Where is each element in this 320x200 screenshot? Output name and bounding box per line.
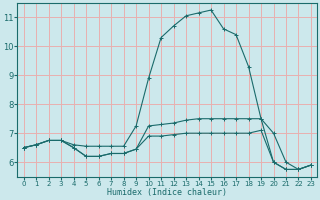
X-axis label: Humidex (Indice chaleur): Humidex (Indice chaleur) xyxy=(107,188,227,197)
